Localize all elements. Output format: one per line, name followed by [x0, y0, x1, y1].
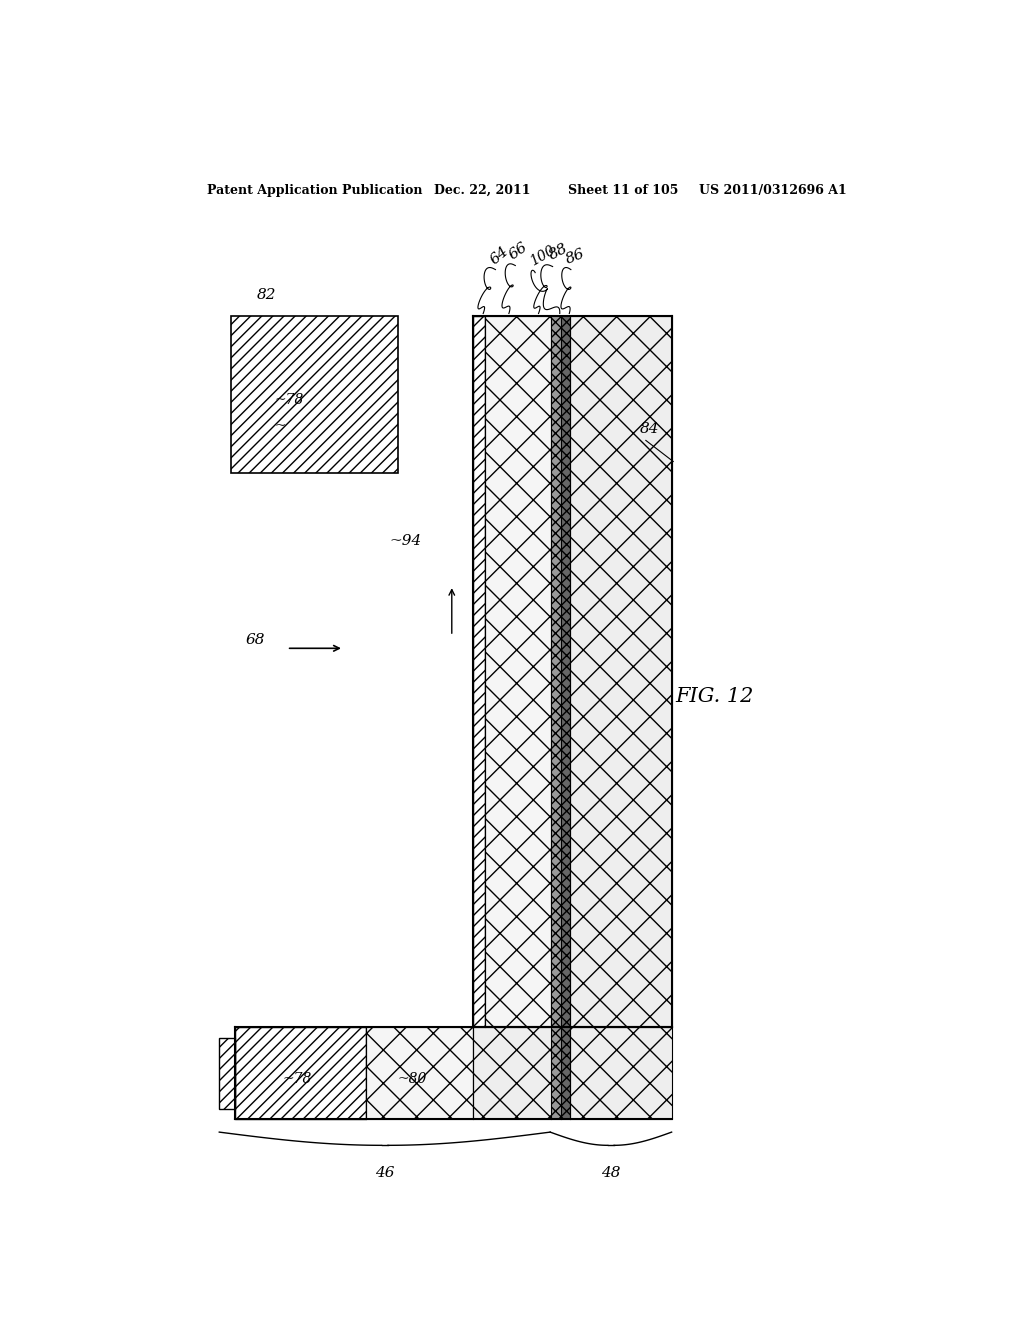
Bar	[236, 1027, 367, 1119]
Text: 88: 88	[546, 242, 570, 263]
Bar	[560, 1027, 570, 1119]
Text: 84: 84	[640, 422, 674, 462]
Bar	[231, 315, 397, 474]
Text: Dec. 22, 2011: Dec. 22, 2011	[433, 183, 530, 197]
Bar	[367, 1027, 473, 1119]
Text: Sheet 11 of 105: Sheet 11 of 105	[568, 183, 679, 197]
Text: ~78: ~78	[283, 1072, 312, 1086]
Text: ~80: ~80	[397, 1072, 427, 1086]
Bar	[473, 315, 485, 1027]
Bar	[485, 315, 551, 1027]
Text: Patent Application Publication: Patent Application Publication	[207, 183, 423, 197]
Text: 48: 48	[601, 1166, 621, 1180]
Bar	[551, 1027, 560, 1119]
Text: US 2011/0312696 A1: US 2011/0312696 A1	[699, 183, 847, 197]
Text: 68: 68	[246, 634, 265, 647]
Text: ~: ~	[274, 418, 287, 433]
Text: 86: 86	[563, 247, 587, 267]
Text: ~94: ~94	[390, 533, 422, 548]
Bar	[560, 315, 570, 1027]
Bar	[551, 315, 560, 1027]
Text: 66: 66	[507, 239, 530, 263]
Text: ~78: ~78	[274, 393, 304, 408]
Text: FIG. 12: FIG. 12	[676, 688, 754, 706]
Bar	[570, 1027, 672, 1119]
Bar	[570, 315, 672, 1027]
Bar	[219, 1038, 236, 1109]
Text: 46: 46	[375, 1166, 394, 1180]
Text: 64: 64	[487, 244, 511, 267]
Text: 82: 82	[257, 288, 276, 302]
Bar	[473, 1027, 570, 1119]
Text: 100: 100	[527, 243, 557, 268]
